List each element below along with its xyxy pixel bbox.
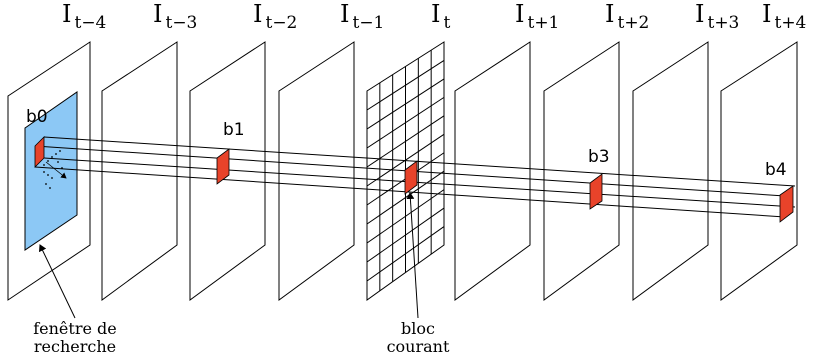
grid-row-line: [366, 60, 445, 111]
frame-t+3: [632, 41, 709, 301]
current-block-label-line2: courant: [387, 337, 450, 356]
grid-row-line: [366, 207, 445, 263]
grid-row-line: [366, 78, 445, 130]
block-label-b3: b3: [588, 147, 610, 167]
current-block-label-line1: bloc: [401, 319, 435, 338]
block-label-b0: b0: [26, 107, 48, 127]
block-b0: [34, 136, 45, 168]
frame-t-1: [278, 41, 355, 301]
search-window-arrow: [38, 244, 76, 319]
grid-row-line: [366, 170, 445, 225]
frame-t+1: [454, 41, 531, 301]
block-b3: [589, 173, 603, 210]
grid-row-line: [366, 96, 445, 149]
search-window: [24, 91, 78, 251]
search-window-vector-icon: [45, 161, 67, 179]
block-b1: [216, 148, 230, 185]
frame-t+4: [720, 41, 798, 301]
blocks: [34, 136, 794, 223]
grid-row-line: [366, 189, 445, 244]
frame-t+2: [543, 41, 620, 301]
frame-t-3: [101, 41, 178, 301]
search-window-label-line2: recherche: [34, 337, 116, 356]
block-label-b4: b4: [765, 160, 787, 180]
grid-row-line: [366, 226, 445, 282]
current-block-arrow: [406, 192, 419, 319]
block-label-b1: b1: [223, 120, 245, 140]
block-b4: [779, 185, 794, 223]
search-window-label-line1: fenêtre de: [33, 319, 117, 338]
block-current: [404, 160, 418, 195]
